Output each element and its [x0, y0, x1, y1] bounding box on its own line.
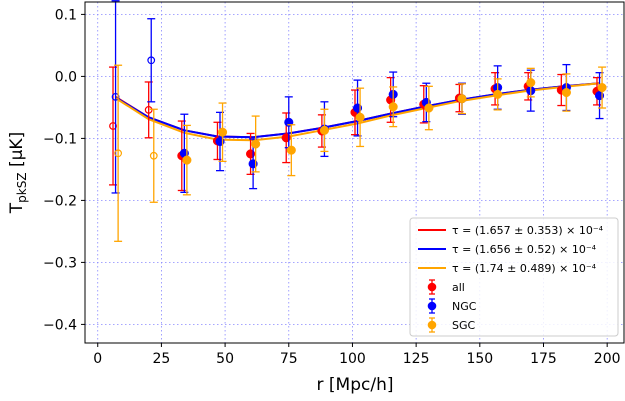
data-point — [109, 122, 117, 130]
y-tick-label: −0.3 — [43, 255, 77, 271]
data-point — [147, 56, 156, 65]
data-point — [217, 127, 228, 137]
legend: τ = (1.657 ± 0.353) × 10⁻⁴ τ = (1.656 ± 0… — [409, 217, 619, 337]
data-point — [424, 103, 434, 113]
data-point — [457, 94, 467, 104]
series-SGC — [114, 64, 607, 242]
x-tick-label: 150 — [466, 351, 493, 367]
x-axis-label: r [Mpc/h] — [317, 375, 394, 395]
data-points — [109, 0, 607, 242]
axis-ticks: 0 25 50 75 100 125 150 175 200 0.1 0.0 −0.1 −0.2 −0.3… — [43, 7, 621, 367]
legend-marker-swatch — [427, 320, 437, 330]
plot-frame — [84, 1, 625, 344]
legend-label: NGC — [452, 300, 477, 313]
y-tick-label: −0.4 — [43, 317, 77, 333]
x-tick-label: 25 — [153, 351, 171, 367]
legend-marker-swatch — [427, 282, 437, 292]
data-point — [114, 149, 123, 158]
x-tick-label: 125 — [403, 351, 430, 367]
legend-label: all — [452, 281, 465, 294]
data-point — [251, 139, 261, 149]
data-point — [561, 87, 571, 98]
x-tick-label: 100 — [339, 351, 366, 367]
x-tick-label: 200 — [594, 351, 621, 367]
data-point — [493, 89, 503, 99]
y-axis-label-sub: pkSZ — [15, 172, 29, 202]
data-point — [182, 155, 192, 165]
data-point — [388, 102, 398, 112]
legend-label: τ = (1.657 ± 0.353) × 10⁻⁴ — [452, 224, 604, 237]
x-tick-label: 175 — [530, 351, 557, 367]
legend-marker-swatch — [427, 301, 437, 311]
legend-label: SGC — [452, 319, 476, 332]
x-tick-label: 50 — [216, 351, 234, 367]
data-point — [526, 78, 536, 88]
y-axis-label-unit: [μK] — [7, 132, 27, 173]
data-point — [319, 125, 329, 135]
y-tick-label: 0.1 — [55, 7, 77, 23]
data-point — [597, 83, 607, 93]
legend-label: τ = (1.74 ± 0.489) × 10⁻⁴ — [452, 262, 597, 275]
y-tick-label: 0.0 — [55, 69, 77, 85]
y-axis-label: TpkSZ [μK] — [7, 132, 29, 214]
x-tick-label: 75 — [280, 351, 298, 367]
data-point — [149, 151, 158, 160]
y-tick-label: −0.1 — [43, 131, 77, 147]
legend-label: τ = (1.656 ± 0.52) × 10⁻⁴ — [452, 243, 597, 256]
data-point — [355, 112, 365, 122]
x-tick-label: 0 — [93, 351, 102, 367]
legend-box — [409, 217, 619, 337]
y-axis-label-main: T — [7, 202, 27, 214]
y-tick-label: −0.2 — [43, 193, 77, 209]
data-point — [111, 92, 120, 101]
data-point — [286, 145, 296, 155]
